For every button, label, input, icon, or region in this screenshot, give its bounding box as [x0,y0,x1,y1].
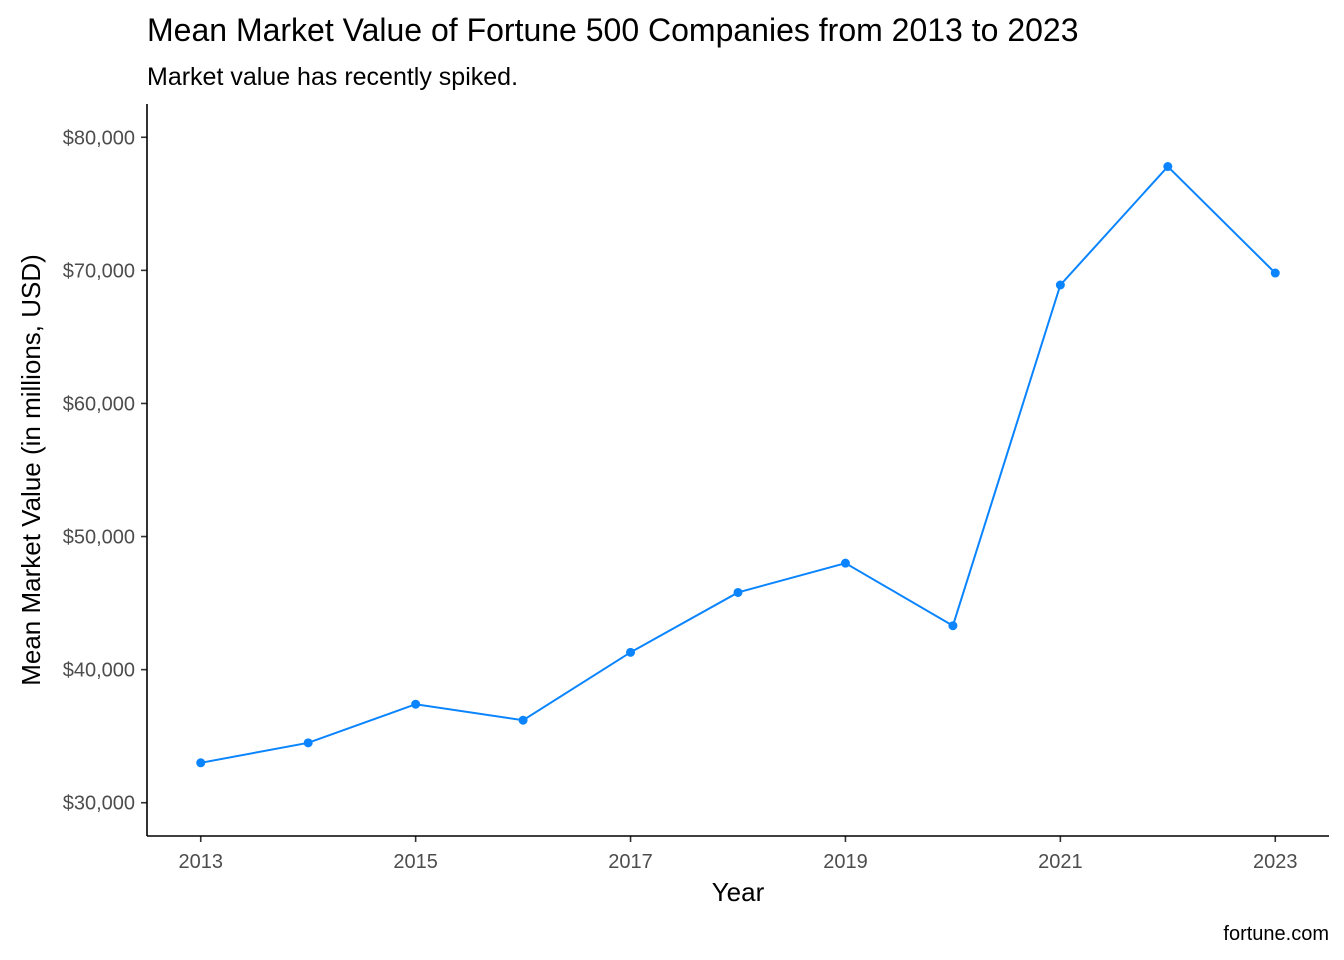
y-axis-title: Mean Market Value (in millions, USD) [16,254,46,686]
chart-title: Mean Market Value of Fortune 500 Compani… [147,12,1079,48]
data-point [518,715,528,725]
x-tick-label: 2017 [608,851,653,873]
x-tick-label: 2023 [1253,851,1298,873]
x-tick-label: 2013 [178,851,223,873]
data-point [196,758,206,768]
data-point [1055,280,1065,290]
data-point [948,621,958,631]
y-tick-label: $70,000 [63,260,135,282]
data-point [733,587,743,597]
data-point [303,738,313,748]
series-line [200,165,1276,764]
series-group [196,162,1280,768]
x-axis-ticks: 2013 2015 2017 2019 2021 2023 [178,836,1298,873]
x-axis-title: Year [712,877,765,907]
y-tick-label: $40,000 [63,660,135,682]
data-point [1163,162,1173,172]
data-point [411,699,421,709]
x-tick-label: 2019 [823,851,868,873]
data-point [626,647,636,657]
data-point [840,558,850,568]
y-tick-label: $30,000 [63,793,135,815]
chart-subtitle: Market value has recently spiked. [147,63,518,91]
chart-caption: fortune.com [1223,923,1329,945]
y-tick-label: $80,000 [63,127,135,149]
y-tick-label: $60,000 [63,393,135,415]
y-tick-label: $50,000 [63,527,135,549]
x-tick-label: 2015 [393,851,438,873]
data-point [1270,268,1280,278]
y-axis-ticks: $30,000 $40,000 $50,000 $60,000 $70,000 $80,0… [63,127,147,815]
x-tick-label: 2021 [1038,851,1083,873]
